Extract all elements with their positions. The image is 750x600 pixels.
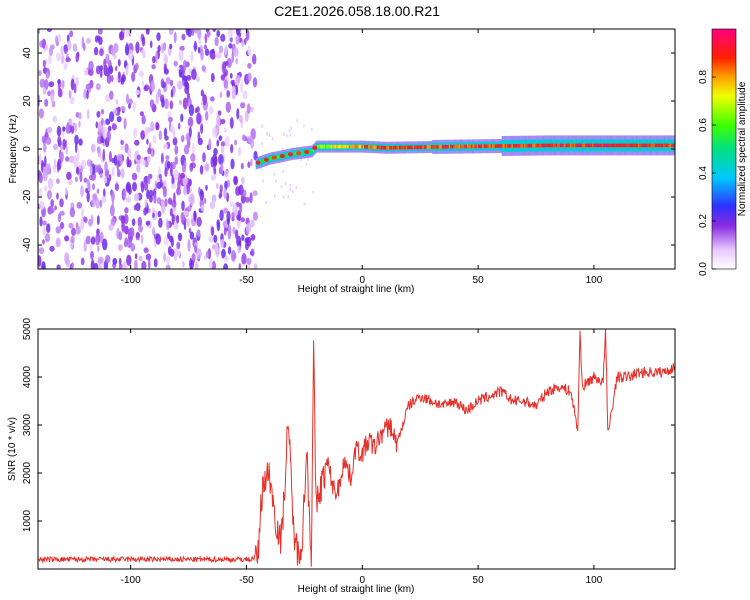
colorbar-label: Normalized spectral amplitude xyxy=(737,81,748,216)
spectrogram-panel: -100 -50 0 50 100 -40 -20 0 20 40 Height of strai… xyxy=(8,28,676,295)
figure-title: C2E1.2026.058.18.00.R21 xyxy=(274,3,440,19)
snr-frame xyxy=(37,328,676,570)
y-tick-label: 5000 xyxy=(22,317,33,340)
snr-panel: -100 -50 0 50 100 1000 2000 3000 4000 5000 Height… xyxy=(7,317,676,595)
colorbar-gradient xyxy=(711,28,737,270)
y-tick-label: 1000 xyxy=(22,509,33,532)
y-tick-label: 0 xyxy=(22,146,33,152)
x-tick-label: -50 xyxy=(239,575,254,586)
colorbar-ticks: 0.0 0.2 0.4 0.6 0.8 xyxy=(698,70,716,276)
colorbar-tick-label: 0.4 xyxy=(698,166,709,180)
snr-y-axis-label: SNR (10 * v/v) xyxy=(7,417,18,481)
x-tick-label: 0 xyxy=(360,275,366,286)
x-tick-label: 50 xyxy=(473,575,485,586)
y-tick-label: 3000 xyxy=(22,413,33,436)
y-tick-label: 40 xyxy=(22,47,33,59)
snr-series-line xyxy=(38,329,675,567)
x-tick-label: 50 xyxy=(473,275,485,286)
spectrogram-x-axis-label: Height of straight line (km) xyxy=(298,284,415,295)
y-tick-label: 20 xyxy=(22,95,33,107)
spectrogram-heatmap xyxy=(38,29,675,269)
spectrogram-y-axis-label: Frequency (Hz) xyxy=(8,115,19,184)
y-tick-label: -20 xyxy=(22,189,33,204)
x-tick-label: -100 xyxy=(121,575,141,586)
x-tick-label: 100 xyxy=(586,575,603,586)
x-tick-label: 0 xyxy=(360,575,366,586)
colorbar-tick-label: 0.6 xyxy=(698,118,709,132)
x-tick-label: 100 xyxy=(586,275,603,286)
spectrogram-ticks: -100 -50 0 50 100 -40 -20 0 20 40 xyxy=(22,29,675,286)
y-tick-label: -40 xyxy=(22,237,33,252)
y-tick-label: 2000 xyxy=(22,461,33,484)
snr-x-axis-label: Height of straight line (km) xyxy=(298,584,415,595)
x-tick-label: -50 xyxy=(239,275,254,286)
y-tick-label: 4000 xyxy=(22,365,33,388)
colorbar-tick-label: 0.2 xyxy=(698,214,709,228)
snr-ticks: -100 -50 0 50 100 1000 2000 3000 4000 5000 xyxy=(22,317,675,586)
colorbar-tick-label: 0.0 xyxy=(698,262,709,276)
x-tick-label: -100 xyxy=(121,275,141,286)
colorbar: 0.0 0.2 0.4 0.6 0.8 Normalized spectral ampl… xyxy=(698,28,748,276)
colorbar-tick-label: 0.8 xyxy=(698,70,709,84)
